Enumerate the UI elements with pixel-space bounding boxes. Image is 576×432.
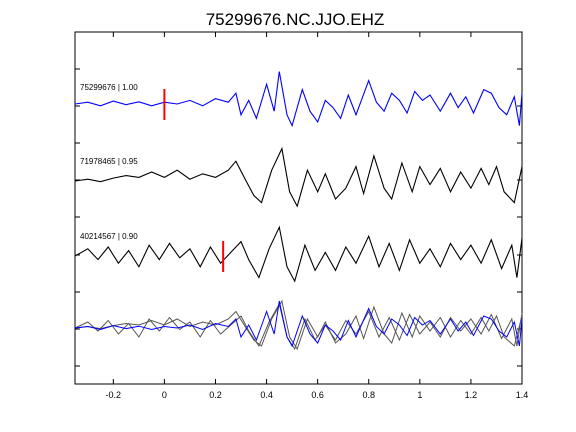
trace-label: 75299676 | 1.00: [80, 83, 138, 92]
x-tick-label: 0.6: [311, 390, 324, 400]
x-tick-label: -0.2: [106, 390, 122, 400]
traces: 75299676 | 1.00 71978465 | 0.95 40214567 |…: [74, 71, 523, 351]
x-tick-label: 0.4: [260, 390, 273, 400]
trace-line: [74, 225, 523, 283]
trace-line: [74, 71, 523, 128]
x-tick-label: 1.4: [516, 390, 529, 400]
overlay-trace-line: [74, 302, 523, 351]
x-tick-label: 0.8: [362, 390, 375, 400]
chart-title: 75299676.NC.JJO.EHZ: [206, 10, 385, 29]
overlay-trace-line: [74, 299, 523, 351]
x-tick-label: 0: [162, 390, 167, 400]
trace-label: 71978465 | 0.95: [80, 157, 138, 166]
y-axis-ticks: [75, 68, 522, 367]
plot-frame: [74, 31, 523, 385]
x-axis: -0.2 0 0.2 0.4 0.6 0.8 1 1.2 1.4: [106, 32, 529, 400]
trace-line: [74, 146, 523, 208]
x-tick-label: 1: [417, 390, 422, 400]
x-tick-label: 1.2: [465, 390, 478, 400]
overlay-trace-line: [74, 300, 523, 348]
x-tick-label: 0.2: [209, 390, 222, 400]
trace-label: 40214567 | 0.90: [80, 232, 138, 241]
